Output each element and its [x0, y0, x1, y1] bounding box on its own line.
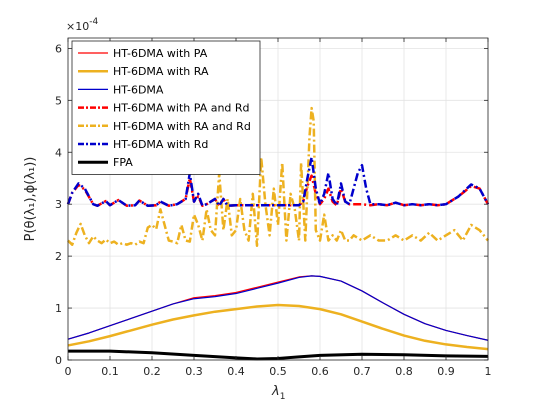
- x-tick-label: 0.9: [437, 365, 455, 378]
- series-line-5: [66, 156, 490, 207]
- x-tick-label: 0.5: [269, 365, 287, 378]
- legend-label-3: HT-6DMA with PA and Rd: [113, 102, 250, 115]
- legend-label-1: HT-6DMA with RA: [113, 65, 209, 78]
- x-tick-label: 0.8: [395, 365, 413, 378]
- series-line-4: [67, 106, 489, 247]
- exponent-label: ×10-4: [66, 17, 98, 33]
- x-tick-label: 0: [65, 365, 72, 378]
- y-tick-label: 3: [55, 198, 62, 211]
- y-tick-label: 1: [55, 302, 62, 315]
- y-tick-label: 5: [55, 94, 62, 107]
- legend-label-0: HT-6DMA with PA: [113, 47, 208, 60]
- series-line-3: [66, 174, 490, 207]
- y-tick-label: 6: [55, 42, 62, 55]
- y-tick-label: 4: [55, 146, 62, 159]
- ticks: 0 0.1 0.2 0.3 0.4 0.5 0.6 0.7 0.8 0.9 1 0 1 2 3 4 5 6: [55, 38, 492, 378]
- series-line-2: [67, 275, 489, 341]
- legend: HT-6DMA with PA HT-6DMA with RA HT-6DMA HT-…: [71, 40, 261, 175]
- legend-label-5: HT-6DMA with Rd: [113, 138, 208, 151]
- x-tick-label: 0.6: [311, 365, 329, 378]
- x-tick-label: 0.4: [227, 365, 245, 378]
- y-tick-label: 0: [55, 354, 62, 367]
- x-tick-label: 0.3: [185, 365, 203, 378]
- x-tick-label: 0.7: [353, 365, 371, 378]
- y-axis-label: P(θ(λ₁),ϕ(λ₁)): [23, 157, 38, 242]
- y-tick-label: 2: [55, 250, 62, 263]
- series-line-1: [67, 303, 489, 351]
- x-tick-label: 0.1: [101, 365, 119, 378]
- legend-label-4: HT-6DMA with RA and Rd: [113, 120, 251, 133]
- exponent-power: -4: [89, 17, 98, 27]
- legend-label-2: HT-6DMA: [113, 83, 164, 96]
- x-tick-label: 1: [485, 365, 492, 378]
- x-axis-label-sub: 1: [280, 392, 286, 402]
- x-axis-label: λ1: [271, 384, 285, 402]
- legend-label-6: FPA: [113, 156, 133, 169]
- x-tick-label: 0.2: [143, 365, 161, 378]
